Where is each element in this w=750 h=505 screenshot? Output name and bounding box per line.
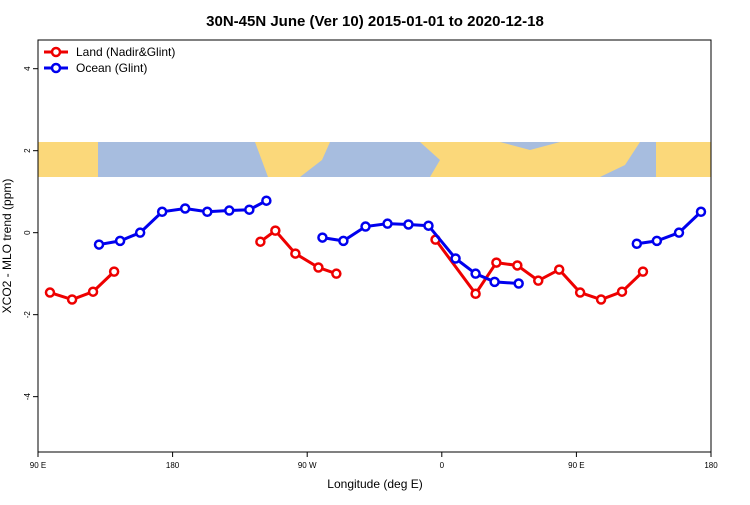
x-tick-label: 180 [704, 461, 718, 470]
x-tick-label: 90 E [568, 461, 584, 470]
series-line [434, 238, 644, 302]
x-tick-label: 90 W [298, 461, 317, 470]
legend-marker [50, 46, 62, 58]
series-point [93, 239, 105, 250]
series-point [382, 218, 393, 229]
series-point [491, 257, 502, 268]
series-point [270, 225, 281, 236]
series-point [423, 220, 434, 231]
series-point [244, 204, 255, 215]
series-line [636, 210, 703, 246]
series-point [695, 206, 707, 218]
series-point [202, 206, 213, 218]
series-point [114, 235, 126, 247]
series-point [403, 219, 414, 230]
plot-frame [37, 39, 712, 453]
series-point [673, 227, 685, 238]
series-point [134, 227, 146, 238]
series-point [66, 294, 78, 305]
series-point [553, 264, 565, 275]
series-point [470, 288, 481, 300]
series-point [156, 206, 168, 218]
series-point [513, 278, 524, 289]
legend-label: Land (Nadir&Glint) [76, 45, 175, 59]
series-line [49, 270, 116, 302]
series-point [331, 268, 342, 279]
series-point [317, 232, 328, 243]
series-point [255, 236, 266, 247]
y-tick-label: 0 [23, 230, 32, 235]
series-point [87, 286, 99, 297]
x-tick-label: 0 [440, 461, 445, 470]
series-point [290, 248, 301, 259]
series-point [512, 260, 523, 271]
y-tick-label: 2 [23, 148, 32, 153]
series-point [533, 275, 544, 286]
series-point [637, 266, 649, 277]
series-point [179, 203, 191, 214]
map-band [38, 142, 711, 177]
series-point [108, 266, 120, 277]
series-point [631, 238, 643, 249]
legend-label: Ocean (Glint) [76, 61, 147, 75]
series-point [261, 195, 272, 206]
series-point [574, 287, 586, 298]
y-axis-label: XCO2 - MLO trend (ppm) [0, 179, 14, 314]
series-point [651, 235, 663, 247]
series-point [224, 205, 235, 216]
x-axis-label: Longitude (deg E) [327, 477, 422, 491]
series-point [338, 235, 349, 247]
series-point [313, 262, 324, 273]
series-point [450, 253, 461, 264]
y-tick-label: 4 [23, 66, 32, 71]
series-point [616, 286, 628, 297]
chart-title: 30N-45N June (Ver 10) 2015-01-01 to 2020… [206, 13, 544, 30]
legend-marker [50, 62, 62, 74]
series-line [322, 222, 519, 286]
series-point [470, 268, 481, 279]
x-tick-label: 90 E [30, 461, 46, 470]
y-tick-label: -4 [23, 393, 32, 401]
y-tick-label: -2 [23, 311, 32, 319]
x-tick-label: 180 [166, 461, 180, 470]
series-point [595, 294, 607, 305]
series-point [489, 276, 500, 288]
series-point [44, 287, 56, 298]
series-point [360, 221, 371, 232]
